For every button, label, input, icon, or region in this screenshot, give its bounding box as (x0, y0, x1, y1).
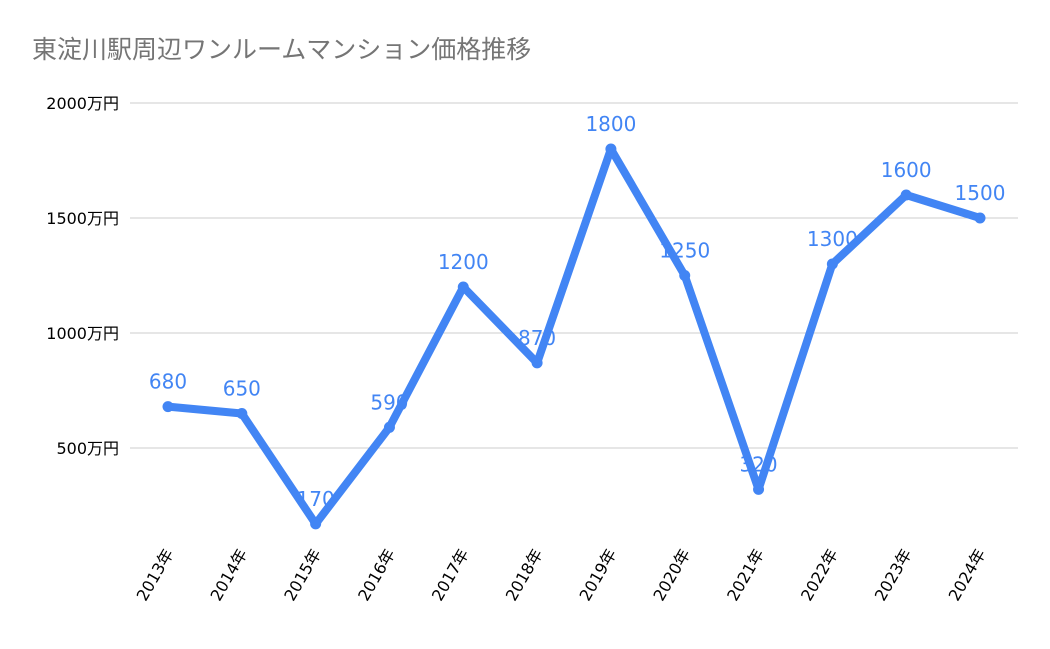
x-tick-label: 2013年 (133, 546, 178, 605)
x-tick-label: 2023年 (871, 546, 916, 605)
y-axis-ticks: 500万円 1000万円 1500万円 2000万円 (46, 94, 119, 458)
data-point (236, 408, 248, 419)
data-label: 1250 (659, 239, 710, 263)
data-label: 320 (739, 452, 777, 476)
y-tick-label: 1000万円 (46, 324, 119, 343)
data-point (457, 281, 469, 293)
data-point (383, 421, 395, 433)
x-tick-label: 2015年 (280, 546, 325, 605)
x-tick-label: 2017年 (428, 546, 473, 605)
series-layer (162, 143, 986, 530)
chart-title: 東淀川駅周辺ワンルームマンション価格推移 (32, 35, 532, 64)
data-point (310, 518, 322, 530)
data-label: 1800 (585, 112, 636, 136)
x-tick-label: 2022年 (797, 546, 842, 605)
y-tick-label: 1500万円 (46, 209, 119, 228)
data-labels: 680 650 170 590 1200 870 1800 1250 320 1300 1600 15… (149, 112, 1006, 511)
data-label: 1600 (881, 158, 932, 182)
x-tick-label: 2018年 (502, 546, 547, 605)
data-label: 590 (370, 390, 408, 414)
x-tick-label: 2014年 (206, 546, 251, 605)
y-tick-label: 2000万円 (46, 94, 119, 113)
data-point (531, 357, 543, 369)
data-label: 870 (518, 326, 556, 350)
data-point (900, 189, 912, 201)
x-tick-label: 2024年 (945, 546, 990, 605)
data-point (162, 401, 174, 413)
x-tick-label: 2021年 (723, 546, 768, 605)
grid-lines (130, 102, 1018, 449)
data-label: 170 (297, 487, 335, 511)
data-label: 1300 (807, 227, 858, 251)
data-point (826, 258, 838, 270)
data-point (753, 483, 765, 495)
x-tick-label: 2020年 (649, 546, 694, 605)
x-tick-label: 2019年 (576, 546, 621, 605)
data-label: 1500 (955, 181, 1006, 205)
data-point (605, 143, 617, 155)
data-label: 650 (223, 377, 261, 401)
data-label: 680 (149, 370, 187, 394)
x-axis-ticks: 2013年 2014年 2015年 2016年 2017年 2018年 2019年 2020年… (133, 546, 990, 605)
data-point (974, 212, 986, 224)
x-tick-label: 2016年 (354, 546, 399, 605)
series-line (164, 145, 984, 528)
data-label: 1200 (438, 250, 489, 274)
data-point (679, 270, 691, 281)
y-tick-label: 500万円 (56, 439, 119, 458)
